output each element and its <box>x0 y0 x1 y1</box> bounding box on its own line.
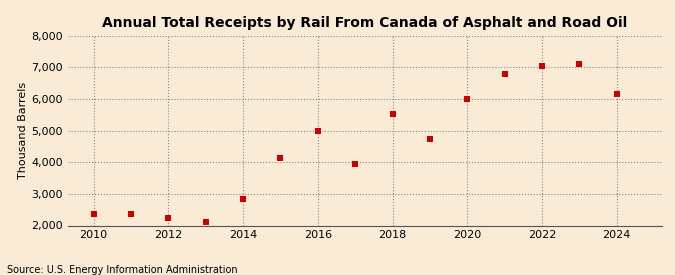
Point <box>238 196 248 201</box>
Point <box>462 97 472 101</box>
Point <box>425 136 435 141</box>
Point <box>537 64 547 68</box>
Point <box>126 212 136 217</box>
Text: Source: U.S. Energy Information Administration: Source: U.S. Energy Information Administ… <box>7 265 238 275</box>
Point <box>313 129 323 133</box>
Point <box>200 220 211 224</box>
Point <box>163 215 173 220</box>
Point <box>350 162 360 166</box>
Point <box>612 91 622 96</box>
Point <box>88 212 99 217</box>
Point <box>387 112 398 116</box>
Point <box>500 72 510 76</box>
Title: Annual Total Receipts by Rail From Canada of Asphalt and Road Oil: Annual Total Receipts by Rail From Canad… <box>102 16 627 31</box>
Point <box>275 155 286 160</box>
Point <box>574 62 585 66</box>
Y-axis label: Thousand Barrels: Thousand Barrels <box>18 82 28 179</box>
